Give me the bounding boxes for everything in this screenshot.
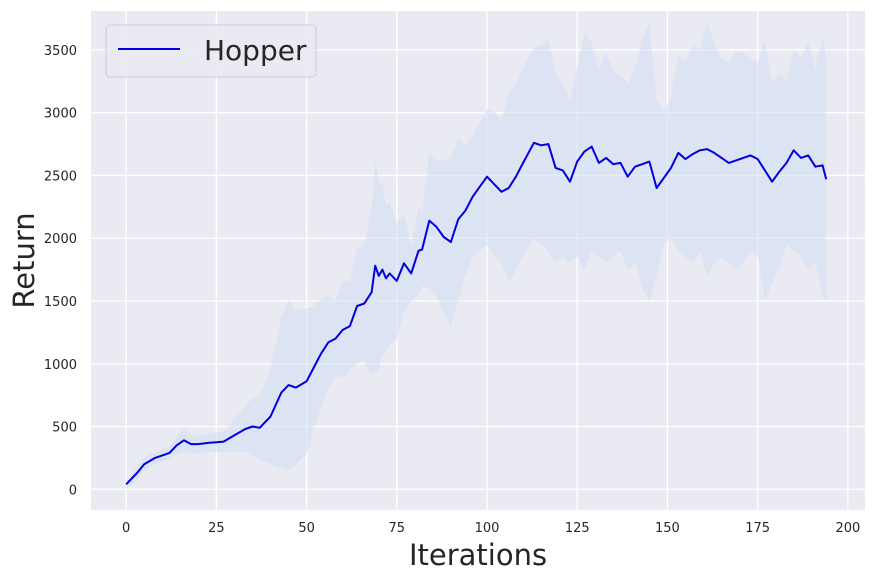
y-tick-label: 2000 [44, 232, 77, 247]
legend-label-hopper: Hopper [204, 34, 307, 67]
y-tick-label: 1500 [44, 295, 77, 310]
y-axis-label: Return [7, 212, 41, 308]
y-tick-label: 500 [52, 421, 77, 436]
legend: Hopper [105, 24, 317, 78]
x-tick-label: 75 [389, 521, 406, 536]
x-tick-label: 200 [835, 521, 860, 536]
y-tick-labels: 0 500 1000 1500 2000 2500 3000 3500 [44, 44, 77, 498]
y-tick-label: 3000 [44, 107, 77, 122]
x-axis-label: Iterations [409, 538, 547, 572]
y-tick-label: 2500 [44, 169, 77, 184]
x-tick-label: 100 [475, 521, 500, 536]
legend-box [105, 24, 317, 78]
x-tick-label: 175 [745, 521, 770, 536]
y-tick-label: 1000 [44, 358, 77, 373]
x-tick-label: 50 [298, 521, 315, 536]
x-tick-label: 125 [565, 521, 590, 536]
y-tick-label: 0 [69, 483, 77, 498]
x-tick-label: 150 [655, 521, 680, 536]
x-tick-labels: 0 25 50 75 100 125 150 175 200 [122, 521, 860, 536]
confidence-band [126, 22, 827, 490]
x-tick-label: 0 [122, 521, 130, 536]
x-tick-label: 25 [208, 521, 225, 536]
series-line-hopper [125, 141, 828, 485]
y-tick-label: 3500 [44, 44, 77, 59]
